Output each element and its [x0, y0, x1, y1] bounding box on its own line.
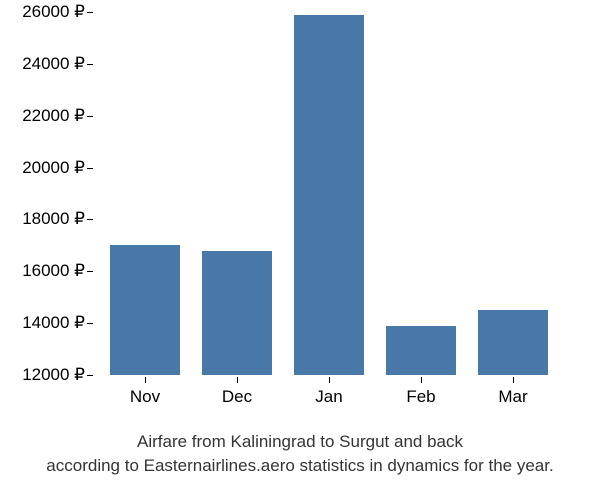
x-tick-mark — [145, 377, 146, 383]
y-tick-label: 12000 ₽ — [5, 365, 85, 385]
y-tick-mark — [87, 375, 93, 376]
y-tick-mark — [87, 323, 93, 324]
y-tick-mark — [87, 219, 93, 220]
y-tick-label: 26000 ₽ — [5, 2, 85, 22]
x-tick-label: Mar — [468, 387, 558, 407]
x-tick-mark — [513, 377, 514, 383]
chart-bar — [294, 15, 364, 375]
y-tick-label: 18000 ₽ — [5, 209, 85, 229]
y-tick-label: 20000 ₽ — [5, 158, 85, 178]
y-tick-label: 24000 ₽ — [5, 54, 85, 74]
chart-caption: Airfare from Kaliningrad to Surgut and b… — [20, 430, 580, 478]
bar-chart: 12000 ₽ 14000 ₽ 16000 ₽ 18000 ₽ 20000 ₽ 22000… — [0, 0, 600, 500]
x-tick-label: Dec — [192, 387, 282, 407]
x-tick-label: Jan — [284, 387, 374, 407]
y-tick-mark — [87, 168, 93, 169]
chart-bar — [478, 310, 548, 375]
y-tick-label: 14000 ₽ — [5, 313, 85, 333]
y-tick-mark — [87, 64, 93, 65]
caption-line-1: Airfare from Kaliningrad to Surgut and b… — [20, 430, 580, 454]
y-tick-label: 16000 ₽ — [5, 261, 85, 281]
x-tick-mark — [237, 377, 238, 383]
x-tick-mark — [421, 377, 422, 383]
chart-bar — [386, 326, 456, 375]
y-tick-label: 22000 ₽ — [5, 106, 85, 126]
caption-line-2: according to Easternairlines.aero statis… — [20, 454, 580, 478]
x-tick-mark — [329, 377, 330, 383]
x-tick-label: Feb — [376, 387, 466, 407]
y-tick-mark — [87, 271, 93, 272]
y-tick-mark — [87, 116, 93, 117]
y-tick-mark — [87, 12, 93, 13]
chart-bar — [110, 245, 180, 375]
x-tick-label: Nov — [100, 387, 190, 407]
chart-bar — [202, 251, 272, 375]
